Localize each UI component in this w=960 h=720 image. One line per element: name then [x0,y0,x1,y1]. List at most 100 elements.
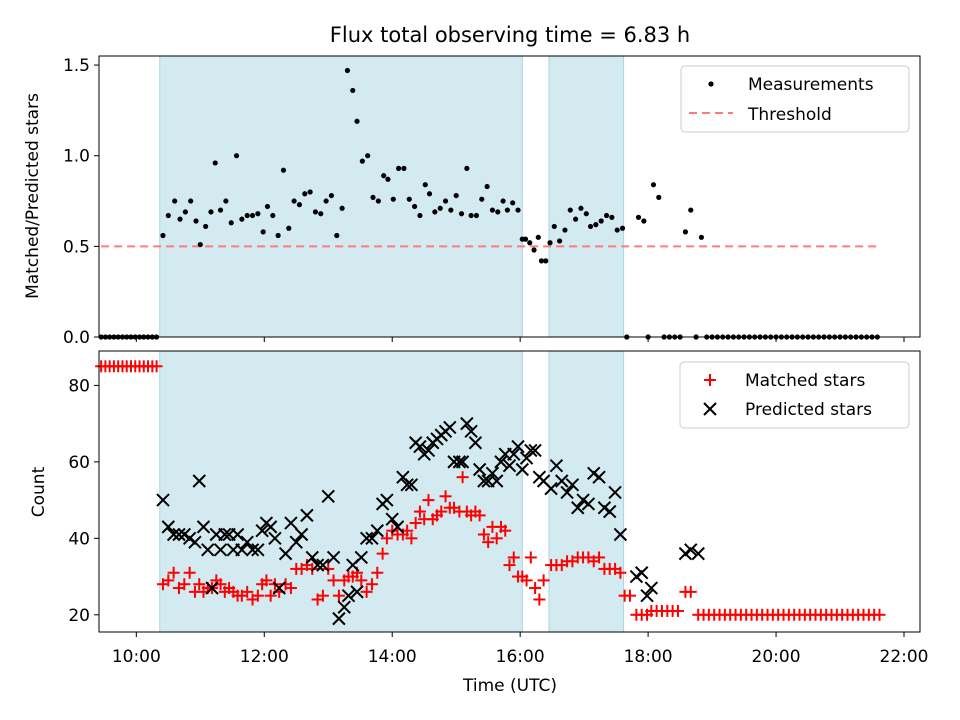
legend-label-threshold: Threshold [747,105,832,125]
predicted-star-point [468,436,483,450]
measurement-point [573,216,579,222]
predicted-star-point [359,531,374,546]
measurement-point [473,212,480,219]
matched-star-point [614,566,627,579]
measurement-point [396,165,402,171]
top-shaded-intervals [159,56,625,337]
shaded-interval [548,351,624,632]
legend-label-predicted: Predicted stars [745,400,872,420]
measurement-point [334,232,340,239]
x-tick-label: 10:00 [112,647,161,667]
predicted-star-point [644,581,659,595]
predicted-star-point [268,531,282,546]
x-tick-label: 18:00 [624,647,673,667]
predicted-star-point [305,550,319,565]
predicted-star-point [507,447,521,461]
predicted-star-point [502,458,517,473]
predicted-star-point [289,535,303,549]
predicted-star-point [443,420,457,435]
legend-marker-measurements [708,81,714,87]
predicted-star-point [592,470,606,484]
measurement-point [375,198,381,204]
predicted-star-point [326,550,341,565]
predicted-star-point [400,478,414,492]
measurement-point [212,160,218,166]
measurement-point [381,173,387,179]
predicted-star-point [571,501,585,515]
predicted-star-point [205,581,219,595]
measurement-point [587,223,594,230]
measurement-point [688,207,694,213]
measurement-point [275,232,281,239]
y-tick-label: 80 [68,376,90,396]
predicted-star-point [413,439,427,454]
measurement-point [656,194,662,201]
predicted-star-point [201,543,215,557]
measurement-point [339,205,345,211]
matched-star-point [499,524,512,537]
predicted-star-point [635,566,649,580]
predicted-star-point [272,581,286,595]
predicted-star-point [390,520,405,534]
measurement-point [291,198,297,204]
predicted-star-point [218,527,232,542]
top-legend-box [680,65,910,133]
measurement-point [609,214,615,220]
measurement-point [401,165,407,171]
predicted-star-point [549,458,564,473]
predicted-star-point [251,543,265,557]
legend-label-measurements: Measurements [748,75,874,95]
measurement-point [188,198,194,204]
measurement-point [422,182,428,188]
bottom-y-ticks: 20 40 60 80 [68,376,99,626]
x-tick-label: 12:00 [240,647,289,667]
predicted-star-point [341,588,356,603]
x-tick-label: 20:00 [752,647,801,667]
measurement-point [603,212,610,219]
matched-star-point [150,360,163,373]
matched-star-point [193,578,206,591]
predicted-star-point [455,455,470,469]
measurement-point [650,182,657,188]
measurement-point [350,87,356,94]
measurement-point [432,209,438,215]
y-tick-label: 1.5 [63,56,90,76]
measurement-point [593,222,599,228]
measurement-point [385,176,391,182]
measurement-point [531,247,537,253]
predicted-stars-points [156,416,705,626]
measurement-point [458,211,465,217]
matched-star-point [873,608,886,621]
matched-star-point [413,505,426,518]
predicted-star-point [192,474,206,488]
matched-star-point [260,574,273,587]
measurement-point [390,196,396,202]
predicted-star-point [524,443,538,458]
measurement-point [203,223,209,230]
matched-star-point [529,582,542,595]
predicted-star-point [640,588,654,603]
matched-star-point [684,585,697,598]
measurement-point [448,207,454,213]
predicted-star-point [684,543,698,557]
predicted-star-point [278,546,293,561]
predicted-star-point [494,455,508,469]
matched-star-point [306,562,319,575]
x-tick-label: 16:00 [496,647,545,667]
predicted-star-point [421,443,436,458]
predicted-star-point [691,546,705,561]
measurement-point [239,216,245,222]
measurement-point [495,209,501,215]
top-y-ticks: 0.0 0.5 1.0 1.5 [63,56,99,348]
x-tick-label: 22:00 [880,647,929,667]
matched-star-point [401,524,414,537]
measurement-point [453,192,459,199]
measurement-point [208,209,214,215]
predicted-star-point [172,527,186,542]
matched-star-point [439,490,452,503]
predicted-star-point [380,493,394,507]
predicted-star-point [560,485,574,500]
matched-star-point [422,494,435,507]
predicted-star-point [555,474,569,488]
measurement-point [535,234,541,240]
